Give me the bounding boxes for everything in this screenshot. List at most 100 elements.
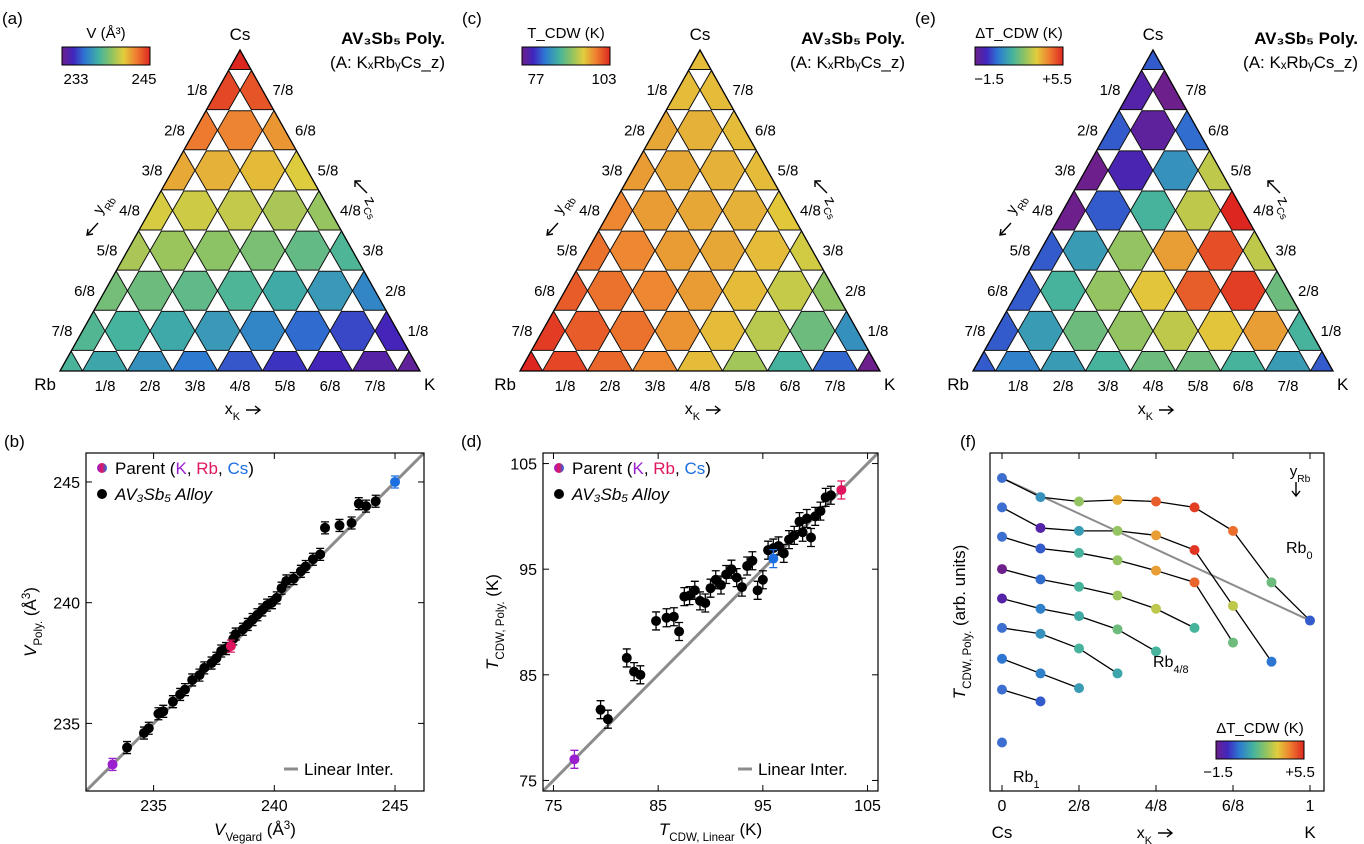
x-tick-label: 6/8 [1222,798,1244,815]
series-point [1190,577,1200,587]
line-panel-f: 0 2/8 4/8 6/8 1Cs KxKTCDW, Poly. (arb. units)… [950,432,1324,844]
series-point [997,738,1007,748]
parent-point-k [569,754,579,764]
y-arrow-icon [547,223,558,235]
ternary-cell [195,231,240,270]
alloy-point [674,627,684,637]
colorbar-title: ΔT_CDW (K) [1216,720,1304,737]
ternary-cell [633,271,678,310]
x-tick-label: 75 [545,798,563,815]
x-tick-label: 1 [1306,798,1315,815]
series-point [1151,566,1161,576]
y-arrow-icon [1000,223,1011,235]
ternary-cell [678,271,723,310]
parent-point-k [108,759,118,769]
alloy-point [320,523,330,533]
ternary-cell [790,311,835,350]
ternary-cell [1198,231,1243,270]
y-tick-label: 5/8 [557,243,578,260]
y-axis-label: yRb [1003,190,1032,219]
ternary-cell [240,151,285,190]
alloy-point [690,585,700,595]
y-tick-label: 3/8 [1055,162,1076,179]
ternary-cell [678,191,723,230]
series-point [1228,638,1238,648]
y-tick-label: 2/8 [164,122,185,139]
legend-alloy-label: AV₃Sb₅ Alloy [571,485,671,504]
ternary-cell [263,191,308,230]
legend-alloy-label: AV₃Sb₅ Alloy [114,485,214,504]
colorbar-max: 245 [131,71,156,88]
ternary-cell [195,311,240,350]
corner-rb: Rb [947,375,969,394]
colorbar [975,47,1063,65]
alloy-point [716,580,726,590]
x-axis-label: VVegard (Å3) [214,820,296,844]
x-tick-label: 6/8 [780,378,801,395]
ternary-cell [633,191,678,230]
alloy-point [815,506,825,516]
z-tick-label: 1/8 [868,323,889,340]
alloy-point [144,723,154,733]
legend-parent-label: Parent (K, Rb, Cs) [115,459,254,478]
alloy-point [158,706,168,716]
ternary-cell [655,231,700,270]
x-tick-label: 235 [140,798,167,815]
alloy-point [603,714,613,724]
x-tick-label: 85 [649,798,667,815]
colorbar [522,47,610,65]
series-point [1036,574,1046,584]
alloy-point [798,527,808,537]
z-tick-label: 5/8 [318,162,339,179]
ternary-cell [1153,231,1198,270]
ternary-cell [745,231,790,270]
series-point [1074,643,1084,653]
colorbar-min: −1.5 [974,71,1004,88]
series-point [1228,601,1238,611]
series-point [1036,523,1046,533]
series-point [1151,496,1161,506]
annotation-rb48: Rb4/8 [1153,654,1189,676]
ternary-cell [1176,271,1221,310]
x-tick-label: 95 [754,798,772,815]
z-axis-label: zCs [357,194,386,222]
ternary-cell [723,271,768,310]
ternary-cell [588,271,633,310]
colorbar [62,47,150,65]
corner-k: K [1337,375,1349,394]
y-axis-label: yRb [90,190,119,219]
ternary-cell [1086,271,1131,310]
z-tick-label: 7/8 [733,82,754,99]
z-tick-label: 7/8 [1186,82,1207,99]
ternary-cell [610,311,655,350]
colorbar-max: +5.5 [1042,71,1072,88]
x-axis-label: xK [685,401,701,423]
y-tick-label: 4/8 [1032,203,1053,220]
y-tick-label: 6/8 [987,283,1008,300]
x-tick-label: 240 [261,798,288,815]
ternary-cell [330,311,375,350]
alloy-point [315,549,325,559]
series-point [997,502,1007,512]
ternary-cell [723,191,768,230]
y-tick-label: 7/8 [512,323,533,340]
series-point [1074,582,1084,592]
z-arrow-icon [355,181,367,193]
series-point [1036,629,1046,639]
x-tick-label: 1/8 [95,378,116,395]
ternary-cell [1243,311,1288,350]
ternary-cell [150,231,195,270]
series-point [997,564,1007,574]
colorbar-max: +5.5 [1285,764,1315,781]
colorbar-min: 77 [528,71,545,88]
series-point [1113,555,1123,565]
corner-rb: Rb [34,375,56,394]
ternary-cell [173,191,218,230]
panel-label: (e) [915,9,936,28]
ternary-panel-c: CsRb K1/81/8 7/82/82/8 6/83/83/8 5/84/84/8 4/… [462,9,905,423]
y-tick-label: 7/8 [52,323,73,340]
ternary-cell [105,311,150,350]
series-point [997,473,1007,483]
alloy-point [335,520,345,530]
alloy-point [737,582,747,592]
